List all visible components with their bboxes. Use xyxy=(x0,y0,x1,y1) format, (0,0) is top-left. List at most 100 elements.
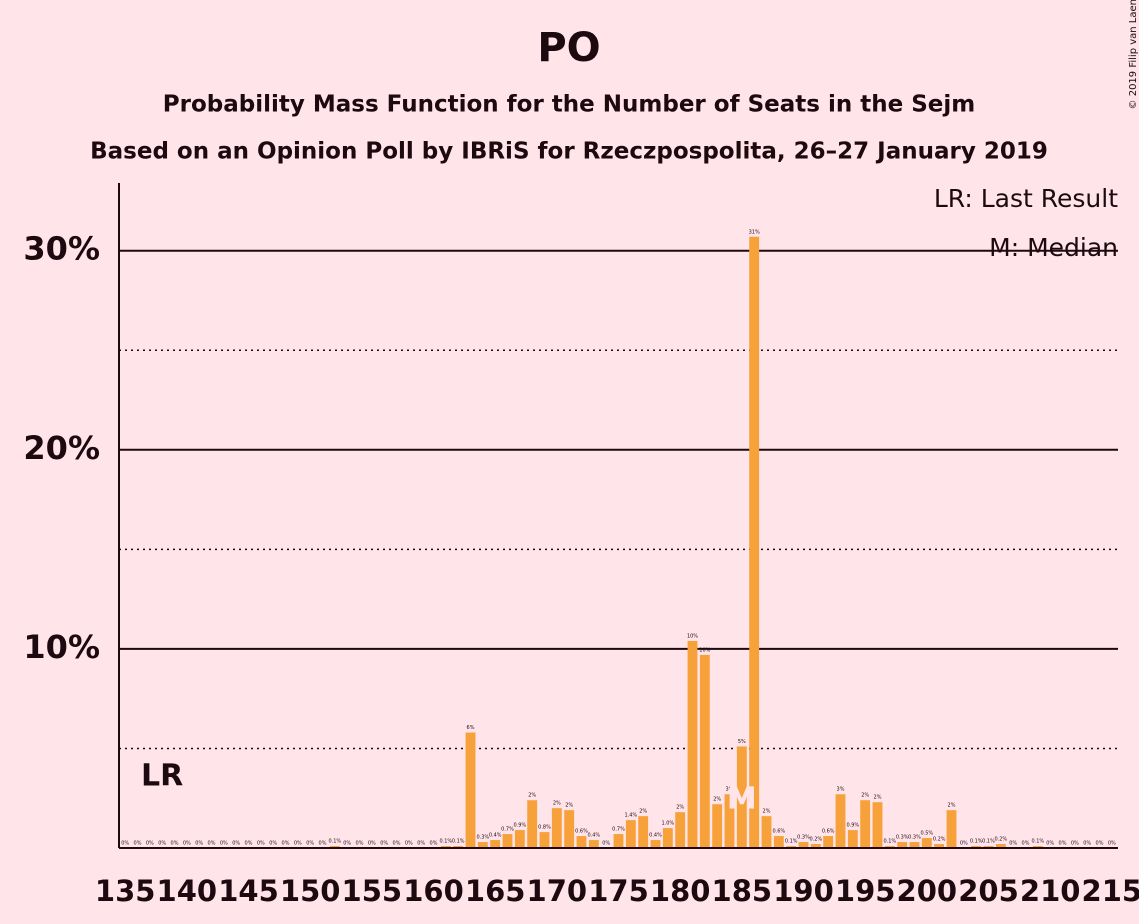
x-tick-label: 160 xyxy=(403,874,464,908)
x-tick-label: 165 xyxy=(465,874,526,908)
bar xyxy=(736,746,747,848)
bar xyxy=(724,794,735,848)
value-label: 2% xyxy=(948,803,956,809)
value-label: 0.7% xyxy=(501,827,514,833)
bar xyxy=(539,832,550,848)
bar xyxy=(749,236,760,848)
value-label: 0.3% xyxy=(797,835,810,841)
value-label: 0.2% xyxy=(809,837,822,843)
value-label: 0% xyxy=(183,841,191,847)
value-label: 0% xyxy=(282,841,290,847)
value-label: 0% xyxy=(1071,841,1079,847)
value-label: 0% xyxy=(146,841,154,847)
x-tick-label: 205 xyxy=(958,874,1019,908)
value-label: 0% xyxy=(368,841,376,847)
value-label: 0% xyxy=(195,841,203,847)
value-label: 0% xyxy=(1022,841,1030,847)
value-label: 0% xyxy=(405,841,413,847)
x-tick-label: 195 xyxy=(835,874,896,908)
x-tick-label: 190 xyxy=(773,874,834,908)
x-tick-label: 145 xyxy=(218,874,279,908)
copyright: © 2019 Filip van Laenen xyxy=(1128,0,1139,109)
value-label: 0.6% xyxy=(575,829,588,835)
value-label: 0.6% xyxy=(772,829,785,835)
value-label: 0% xyxy=(220,841,228,847)
value-label: 2% xyxy=(713,797,721,803)
value-label: 0.9% xyxy=(513,823,526,829)
value-label: 0% xyxy=(1059,841,1067,847)
value-label: 6% xyxy=(467,725,475,731)
bar xyxy=(675,812,686,848)
value-label: 0% xyxy=(1083,841,1091,847)
value-label: 0% xyxy=(960,841,968,847)
value-label: 0% xyxy=(356,841,364,847)
bar xyxy=(897,842,908,848)
bar xyxy=(514,830,525,848)
value-label: 0.4% xyxy=(649,833,662,839)
value-label: 0.1% xyxy=(970,839,983,845)
median-marker: M xyxy=(727,782,757,817)
bar xyxy=(810,844,821,848)
bar xyxy=(527,800,538,848)
value-label: 10% xyxy=(699,647,710,653)
value-label: 0.3% xyxy=(476,835,489,841)
bar xyxy=(773,836,784,848)
bar xyxy=(909,842,920,848)
bar xyxy=(798,842,809,848)
x-tick-label: 200 xyxy=(897,874,958,908)
bar xyxy=(687,640,698,848)
value-label: 0% xyxy=(269,841,277,847)
legend-entry: M: Median xyxy=(989,233,1118,262)
value-label: 10% xyxy=(687,633,698,639)
value-label: 3% xyxy=(837,787,845,793)
value-label: 0% xyxy=(294,841,302,847)
value-label: 0.6% xyxy=(822,829,835,835)
value-label: 2% xyxy=(639,809,647,815)
value-label: 0% xyxy=(1046,841,1054,847)
x-tick-label: 170 xyxy=(527,874,588,908)
value-label: 0% xyxy=(232,841,240,847)
value-label: 0.5% xyxy=(920,831,933,837)
value-label: 3% xyxy=(726,787,734,793)
x-tick-label: 155 xyxy=(342,874,403,908)
bar xyxy=(638,816,649,848)
bar xyxy=(835,794,846,848)
bar xyxy=(625,820,636,848)
value-label: 0% xyxy=(171,841,179,847)
value-label: 0% xyxy=(158,841,166,847)
bar xyxy=(465,732,476,848)
bar xyxy=(946,810,957,848)
value-label: 5% xyxy=(738,739,746,745)
value-label: 1.0% xyxy=(661,821,674,827)
value-label: 0.8% xyxy=(538,825,551,831)
chart-subtitle: Based on an Opinion Poll by IBRiS for Rz… xyxy=(90,139,1048,165)
bar xyxy=(502,834,513,848)
y-tick-label: 20% xyxy=(23,429,100,467)
bar xyxy=(551,808,562,848)
x-tick-label: 180 xyxy=(650,874,711,908)
x-tick-label: 185 xyxy=(712,874,773,908)
bar xyxy=(613,834,624,848)
value-label: 2% xyxy=(565,803,573,809)
value-label: 0.3% xyxy=(896,835,909,841)
value-label: 0.1% xyxy=(982,839,995,845)
bar xyxy=(490,840,501,848)
bar xyxy=(761,816,772,848)
x-tick-label: 150 xyxy=(280,874,341,908)
value-label: 0% xyxy=(208,841,216,847)
value-label: 0.1% xyxy=(1031,839,1044,845)
value-label: 0% xyxy=(393,841,401,847)
value-label: 0% xyxy=(417,841,425,847)
value-label: 0% xyxy=(245,841,253,847)
x-tick-label: 175 xyxy=(588,874,649,908)
value-label: 0.1% xyxy=(883,839,896,845)
y-tick-label: 10% xyxy=(23,628,100,666)
bar xyxy=(564,810,575,848)
value-label: 0.1% xyxy=(439,839,452,845)
value-label: 0% xyxy=(430,841,438,847)
bar xyxy=(934,844,945,848)
bar xyxy=(847,830,858,848)
bar xyxy=(823,836,834,848)
value-label: 0.4% xyxy=(587,833,600,839)
